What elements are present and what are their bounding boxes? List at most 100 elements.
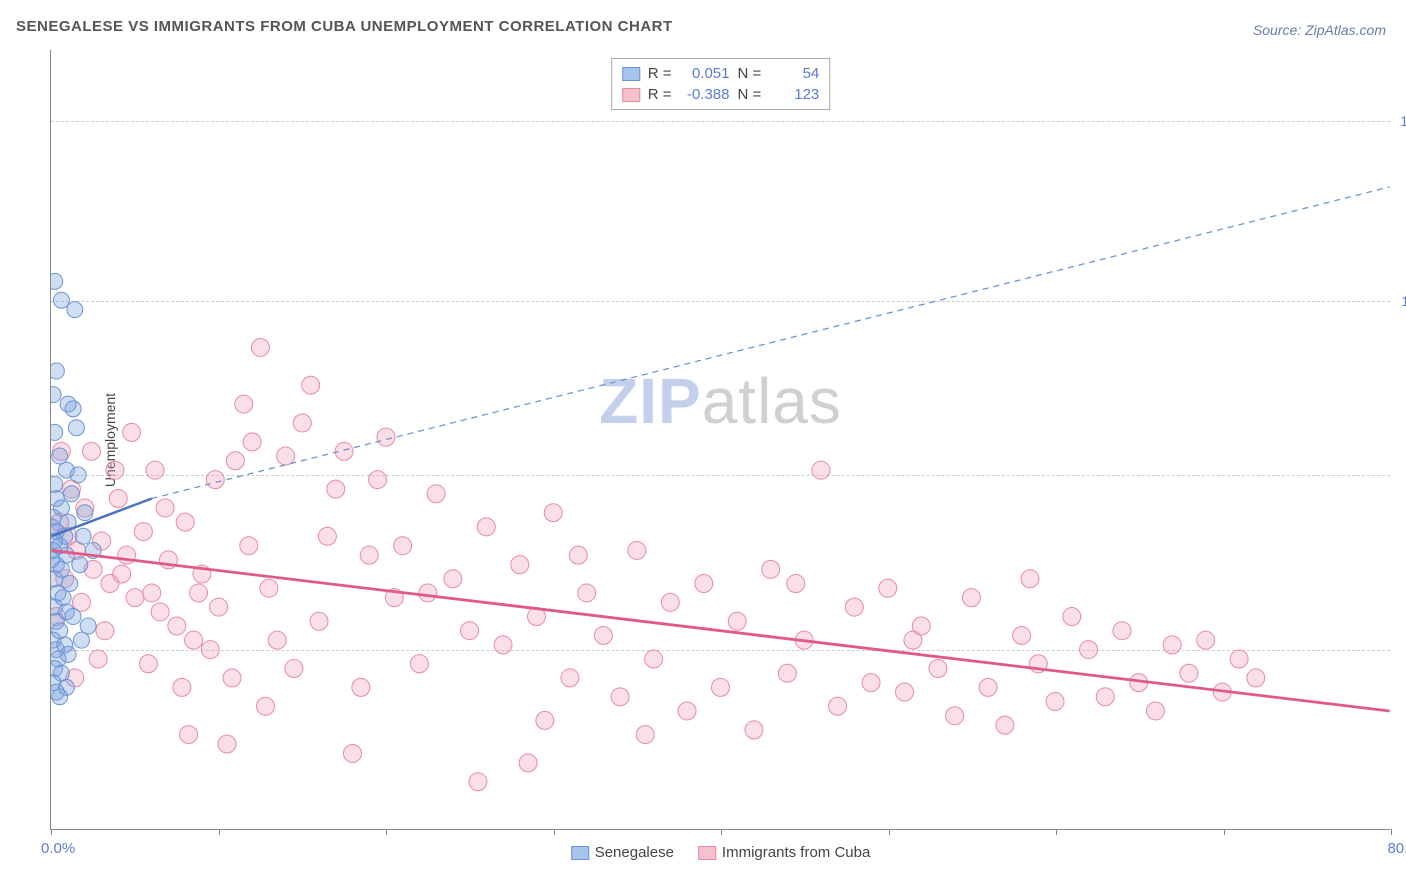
scatter-point-cuba: [210, 598, 228, 616]
scatter-point-cuba: [318, 527, 336, 545]
correlation-row-1: R = 0.051 N = 54: [622, 63, 820, 84]
scatter-point-cuba: [185, 631, 203, 649]
scatter-point-cuba: [126, 589, 144, 607]
scatter-point-cuba: [594, 626, 612, 644]
scatter-point-cuba: [139, 655, 157, 673]
scatter-point-cuba: [226, 452, 244, 470]
r-value: -0.388: [680, 86, 730, 103]
x-tick: [554, 829, 555, 835]
scatter-point-cuba: [862, 674, 880, 692]
y-tick-label: 15.0%: [1400, 113, 1406, 129]
scatter-point-cuba: [695, 575, 713, 593]
scatter-point-cuba: [477, 518, 495, 536]
scatter-point-cuba: [134, 523, 152, 541]
scatter-point-cuba: [996, 716, 1014, 734]
scatter-point-senegalese: [65, 401, 81, 417]
scatter-point-cuba: [146, 461, 164, 479]
scatter-point-senegalese: [51, 424, 63, 440]
scatter-point-cuba: [106, 461, 124, 479]
x-max-label: 80.0%: [1387, 840, 1406, 857]
scatter-point-senegalese: [73, 632, 89, 648]
scatter-point-cuba: [494, 636, 512, 654]
x-origin-label: 0.0%: [41, 840, 75, 857]
n-label: N =: [738, 65, 762, 82]
scatter-point-cuba: [845, 598, 863, 616]
x-tick: [1391, 829, 1392, 835]
scatter-point-cuba: [235, 395, 253, 413]
scatter-point-senegalese: [51, 476, 63, 492]
swatch-senegalese-icon: [571, 846, 589, 860]
scatter-point-cuba: [180, 726, 198, 744]
scatter-point-cuba: [829, 697, 847, 715]
scatter-point-senegalese: [70, 467, 86, 483]
chart-title: SENEGALESE VS IMMIGRANTS FROM CUBA UNEMP…: [16, 18, 673, 35]
scatter-point-cuba: [96, 622, 114, 640]
scatter-point-cuba: [310, 612, 328, 630]
scatter-point-cuba: [962, 589, 980, 607]
r-label: R =: [648, 86, 672, 103]
scatter-point-cuba: [561, 669, 579, 687]
scatter-point-cuba: [277, 447, 295, 465]
correlation-legend: R = 0.051 N = 54 R = -0.388 N = 123: [611, 58, 831, 110]
scatter-point-cuba: [1180, 664, 1198, 682]
scatter-point-cuba: [519, 754, 537, 772]
x-tick: [386, 829, 387, 835]
scatter-point-cuba: [511, 556, 529, 574]
scatter-point-senegalese: [75, 528, 91, 544]
scatter-point-senegalese: [68, 420, 84, 436]
legend-item-cuba: Immigrants from Cuba: [698, 844, 870, 861]
scatter-point-cuba: [636, 726, 654, 744]
scatter-point-cuba: [113, 565, 131, 583]
scatter-point-cuba: [645, 650, 663, 668]
scatter-point-cuba: [812, 461, 830, 479]
scatter-point-senegalese: [51, 387, 61, 403]
scatter-svg: [51, 50, 1390, 829]
scatter-point-cuba: [377, 428, 395, 446]
scatter-point-cuba: [469, 773, 487, 791]
scatter-point-cuba: [109, 490, 127, 508]
scatter-point-cuba: [206, 471, 224, 489]
scatter-point-cuba: [151, 603, 169, 621]
scatter-point-cuba: [302, 376, 320, 394]
scatter-point-cuba: [1063, 608, 1081, 626]
scatter-point-cuba: [218, 735, 236, 753]
scatter-point-cuba: [190, 584, 208, 602]
scatter-point-senegalese: [72, 557, 88, 573]
scatter-point-cuba: [787, 575, 805, 593]
scatter-point-senegalese: [52, 689, 68, 705]
scatter-point-cuba: [240, 537, 258, 555]
swatch-cuba-icon: [698, 846, 716, 860]
trend-line-senegalese-extrapolated: [152, 187, 1390, 499]
scatter-point-cuba: [1096, 688, 1114, 706]
n-label: N =: [738, 86, 762, 103]
scatter-point-cuba: [352, 678, 370, 696]
scatter-point-cuba: [1013, 626, 1031, 644]
scatter-point-cuba: [1247, 669, 1265, 687]
scatter-point-cuba: [251, 338, 269, 356]
scatter-point-cuba: [762, 560, 780, 578]
scatter-point-cuba: [285, 659, 303, 677]
scatter-point-cuba: [419, 584, 437, 602]
scatter-point-cuba: [578, 584, 596, 602]
scatter-point-cuba: [896, 683, 914, 701]
scatter-point-cuba: [243, 433, 261, 451]
x-tick: [51, 829, 52, 835]
scatter-point-cuba: [268, 631, 286, 649]
scatter-point-cuba: [979, 678, 997, 696]
scatter-point-cuba: [427, 485, 445, 503]
scatter-point-cuba: [369, 471, 387, 489]
scatter-point-cuba: [879, 579, 897, 597]
scatter-point-cuba: [1197, 631, 1215, 649]
scatter-point-senegalese: [77, 505, 93, 521]
scatter-point-cuba: [778, 664, 796, 682]
scatter-point-cuba: [256, 697, 274, 715]
scatter-point-cuba: [569, 546, 587, 564]
scatter-point-senegalese: [53, 292, 69, 308]
n-value: 54: [769, 65, 819, 82]
x-tick: [1224, 829, 1225, 835]
scatter-point-cuba: [201, 641, 219, 659]
scatter-point-cuba: [83, 442, 101, 460]
scatter-point-cuba: [327, 480, 345, 498]
x-tick: [219, 829, 220, 835]
scatter-point-cuba: [1113, 622, 1131, 640]
